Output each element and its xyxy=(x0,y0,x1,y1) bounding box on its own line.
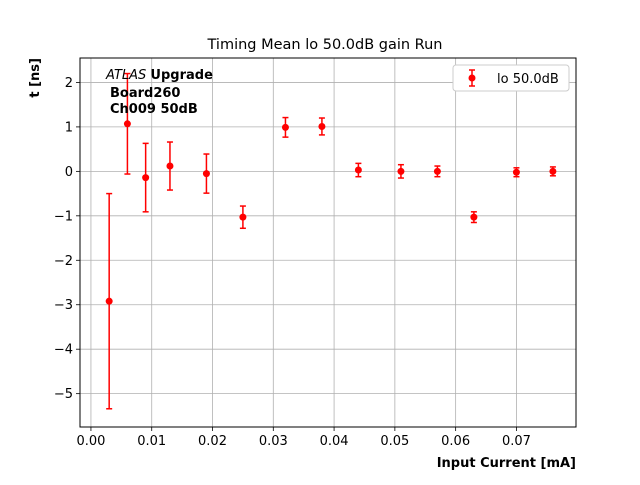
y-tick-label: 2 xyxy=(65,76,73,91)
data-point xyxy=(433,167,441,175)
data-point xyxy=(318,122,326,130)
y-tick-label: 1 xyxy=(65,120,73,135)
grid xyxy=(80,58,576,427)
x-tick-label: 0.06 xyxy=(441,434,470,449)
y-tick-label: −5 xyxy=(54,387,73,402)
chart-title: Timing Mean lo 50.0dB gain Run xyxy=(207,37,443,53)
ticks-layer: 0.00 0.01 0.02 0.03 0.04 0.05 0.06 0.07 −5 −4 −3 −2… xyxy=(54,76,531,449)
legend-box xyxy=(452,64,570,92)
data-point xyxy=(512,168,520,176)
plot-frame xyxy=(79,57,577,428)
data-point xyxy=(202,170,210,178)
x-tick-label: 0.05 xyxy=(380,434,409,449)
channel-label: Ch009 50dB xyxy=(110,102,198,117)
legend-label: lo 50.0dB xyxy=(497,72,559,87)
data-point xyxy=(123,120,131,128)
y-tick-label: 0 xyxy=(65,165,73,180)
y-tick-label: −4 xyxy=(54,343,73,358)
legend: lo 50.0dB xyxy=(452,64,570,92)
series-layer xyxy=(105,72,557,410)
upgrade-text: Upgrade xyxy=(150,68,213,83)
x-tick-label: 0.02 xyxy=(198,434,227,449)
x-axis-label: Input Current [mA] xyxy=(437,456,576,471)
data-point xyxy=(397,167,405,175)
x-tick-label: 0.04 xyxy=(320,434,349,449)
data-point xyxy=(549,167,557,175)
board-label: Board260 xyxy=(110,86,180,101)
y-tick-label: −3 xyxy=(54,298,73,313)
data-point xyxy=(354,166,362,174)
x-tick-label: 0.00 xyxy=(76,434,105,449)
y-tick-label: −2 xyxy=(54,254,73,269)
data-point xyxy=(470,213,478,221)
data-point xyxy=(281,123,289,131)
atlas-label: ATLAS Upgrade xyxy=(105,68,213,83)
legend-marker xyxy=(468,74,476,82)
data-point xyxy=(105,297,113,305)
y-tick-label: −1 xyxy=(54,209,73,224)
data-point xyxy=(239,213,247,221)
y-axis-label: t [ns] xyxy=(28,58,43,98)
x-tick-label: 0.07 xyxy=(502,434,531,449)
data-point xyxy=(166,162,174,170)
x-tick-label: 0.03 xyxy=(259,434,288,449)
atlas-italic-text: ATLAS xyxy=(105,68,146,83)
x-tick-label: 0.01 xyxy=(137,434,166,449)
data-point xyxy=(142,174,150,182)
